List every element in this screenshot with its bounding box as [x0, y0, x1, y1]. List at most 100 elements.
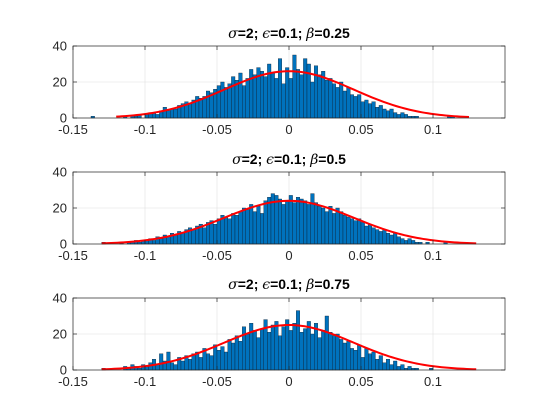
histogram-bar	[256, 206, 261, 245]
histogram-bar	[242, 85, 246, 119]
histogram-bar	[371, 101, 376, 119]
histogram-bar	[396, 236, 401, 245]
histogram-bar	[238, 72, 243, 119]
histogram-bar	[303, 58, 308, 119]
title-text: =0.1;	[270, 25, 306, 41]
histogram-bar	[310, 81, 315, 119]
histogram-bar	[191, 229, 196, 245]
histogram-bar	[407, 366, 412, 371]
histogram-bar	[335, 207, 340, 245]
histogram-bar	[404, 240, 408, 245]
x-tick-label: -0.1	[134, 374, 156, 389]
histogram-bar	[346, 341, 351, 371]
histogram-bar	[353, 96, 358, 119]
histogram-bar	[364, 225, 369, 245]
histogram-bar	[353, 350, 358, 371]
histogram-bar	[162, 107, 167, 119]
histogram-bar	[324, 211, 329, 245]
fit-curve	[116, 70, 470, 119]
histogram-bar	[238, 341, 243, 371]
histogram-bar	[263, 200, 268, 245]
histogram-bar	[267, 197, 272, 245]
histogram-bar	[245, 333, 250, 371]
histogram-bar	[400, 112, 405, 119]
histogram-bar	[188, 103, 192, 119]
histogram-bar	[371, 227, 376, 245]
histogram-bar	[292, 202, 297, 245]
histogram-bar	[166, 110, 171, 119]
x-tick-label: 0.1	[424, 248, 442, 263]
title-greek-symbol: σ	[228, 26, 238, 42]
histogram-bar	[285, 319, 290, 371]
histogram-bar	[364, 99, 369, 119]
title-text: =0.1;	[270, 276, 306, 292]
histogram-bar	[368, 353, 372, 371]
histogram-bar	[296, 69, 300, 119]
histogram-bar	[292, 54, 297, 119]
histogram-bar	[335, 87, 340, 119]
histogram-bar	[281, 83, 286, 119]
histogram-bar	[314, 323, 318, 371]
histogram-bar	[324, 315, 329, 371]
histogram-bar	[252, 211, 257, 245]
histogram-bar	[306, 321, 311, 371]
histogram-bar	[216, 350, 221, 371]
x-tick-label: -0.05	[202, 374, 232, 389]
title-greek-symbol: β	[309, 152, 318, 168]
histogram-bar	[346, 216, 351, 245]
x-tick-label: 0	[285, 248, 292, 263]
title-text: =0.75	[314, 276, 350, 292]
histogram-bar	[288, 330, 293, 371]
histogram-bar	[335, 333, 340, 371]
x-tick-label: -0.15	[58, 374, 88, 389]
histogram-bar	[346, 87, 351, 119]
histogram-bar	[303, 328, 308, 371]
histogram-bar	[231, 76, 236, 119]
histogram-bar	[227, 339, 232, 371]
histogram-bar	[173, 364, 178, 371]
histogram-bar	[328, 78, 333, 119]
subplot-3: -0.15 -0.1 -0.05 0 0.05 0.1 0 20 40 σ=2; ϵ=0.1; β…	[53, 276, 506, 389]
histogram-bar	[324, 80, 329, 119]
histogram-bar	[249, 69, 254, 119]
title-text: =2;	[238, 25, 263, 41]
histogram-bar	[263, 76, 268, 119]
x-tick-label: 0.05	[348, 122, 373, 137]
histogram-bar	[213, 224, 218, 245]
histogram-bar	[180, 360, 185, 371]
x-tick-label: -0.05	[202, 248, 232, 263]
histogram-bar	[260, 213, 264, 245]
title-text: =0.25	[314, 25, 350, 41]
x-tick-label: 0	[285, 374, 292, 389]
histogram-bar	[288, 195, 293, 245]
histogram-bar	[357, 218, 362, 245]
histogram-bar	[314, 65, 318, 119]
histogram-bar	[364, 348, 369, 371]
histogram-bar	[166, 236, 171, 245]
histogram-bar	[328, 332, 333, 371]
title-greek-symbol: σ	[228, 277, 238, 293]
histogram-bar	[378, 355, 383, 371]
title-text: =0.5	[318, 151, 346, 167]
title-greek-symbol: β	[305, 277, 314, 293]
histogram-bar	[270, 324, 275, 371]
histogram-bar	[188, 359, 192, 371]
histogram-bar	[224, 351, 228, 371]
histogram-bar	[170, 362, 174, 371]
histogram-bar	[285, 67, 290, 119]
x-tick-label: -0.05	[202, 122, 232, 137]
fit-curve	[101, 199, 477, 245]
histogram-bar	[389, 364, 394, 371]
histogram-bar	[234, 215, 239, 245]
histogram-bar	[173, 234, 178, 245]
histogram-bar	[360, 357, 365, 371]
histogram-bar	[393, 112, 398, 119]
chart-title: σ=2; ϵ=0.1; β=0.75	[228, 276, 350, 293]
histogram-bar	[270, 72, 275, 119]
histogram-bar	[396, 114, 401, 119]
histogram-bar	[310, 193, 315, 245]
histogram-bar	[339, 211, 344, 245]
histogram-bar	[155, 114, 160, 119]
histogram-bar	[299, 74, 304, 119]
y-tick-label: 40	[53, 165, 67, 180]
